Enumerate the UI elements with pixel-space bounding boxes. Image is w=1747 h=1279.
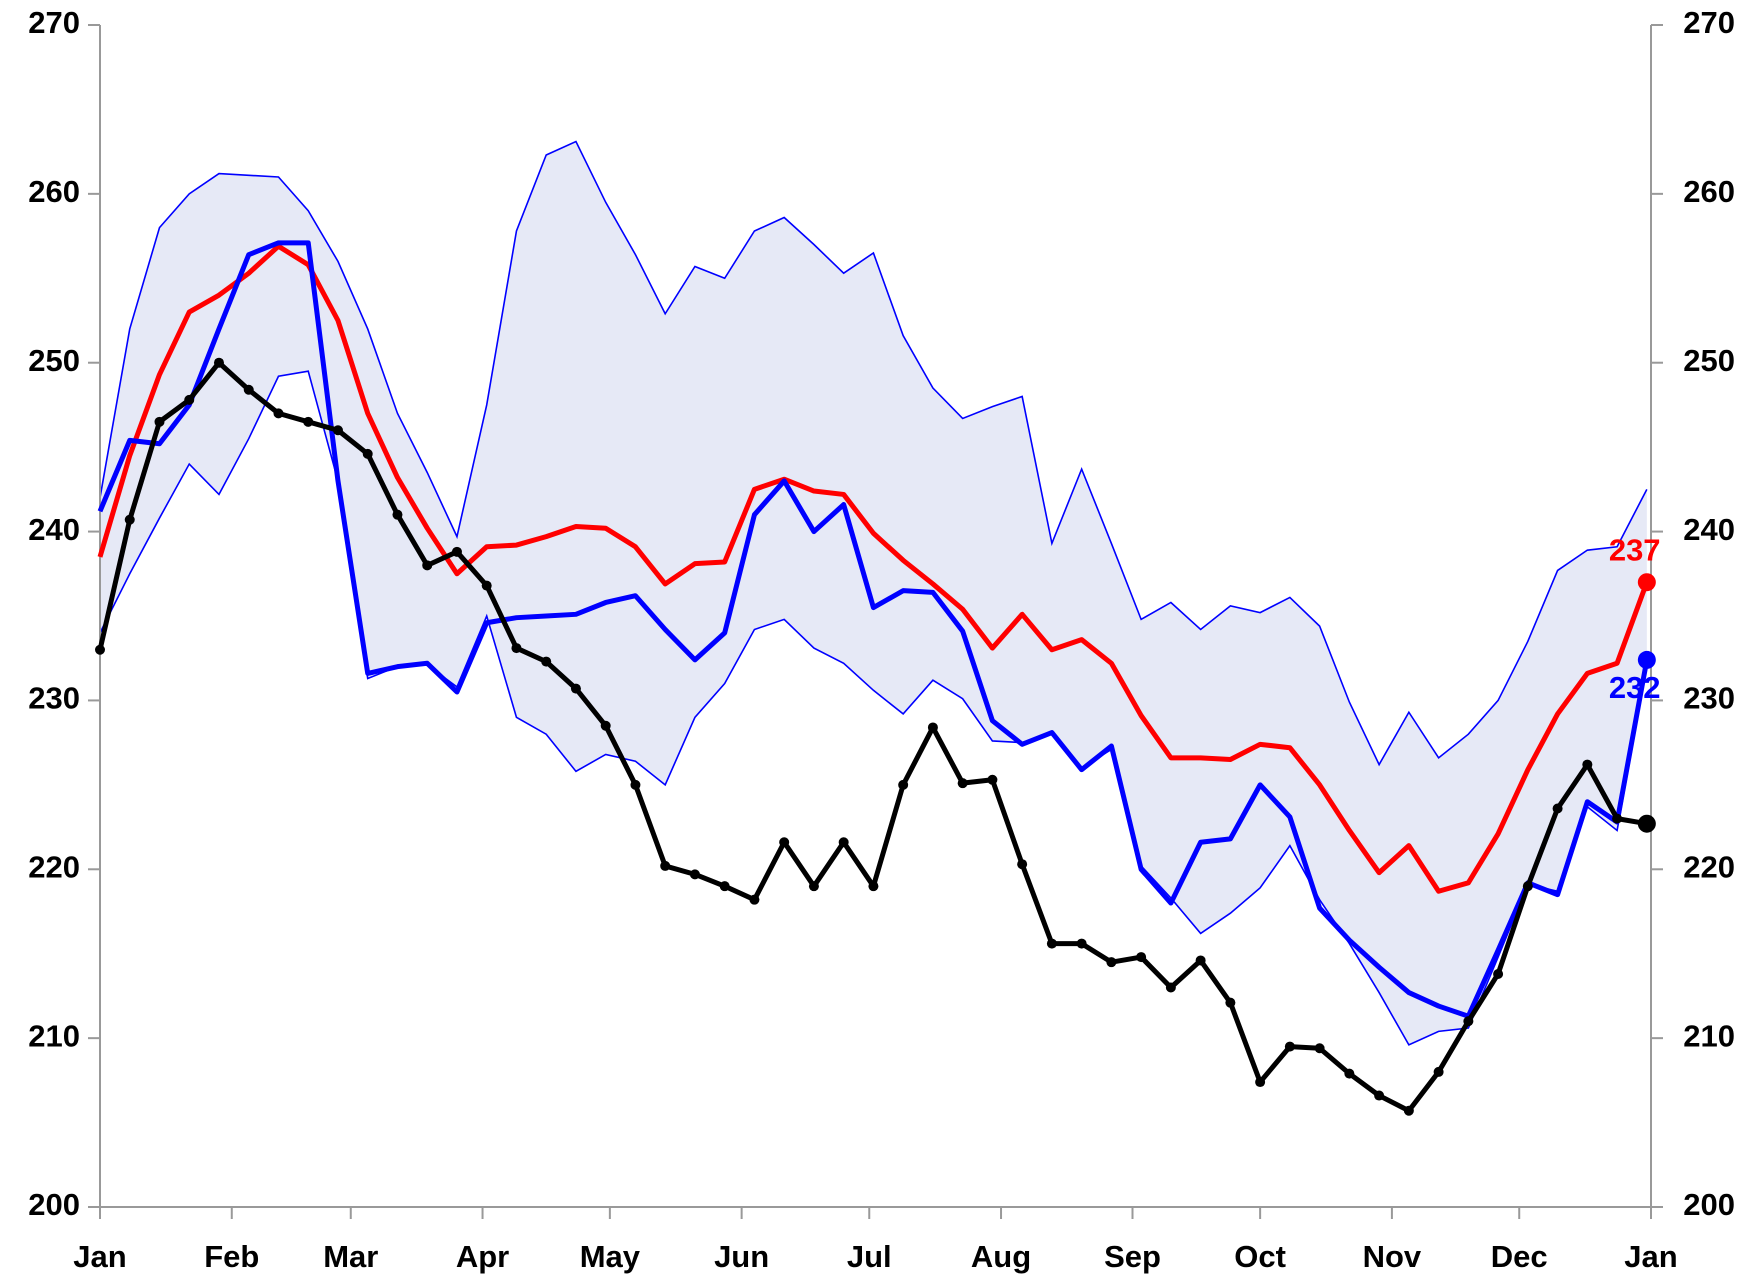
point	[1314, 1043, 1325, 1054]
x-tick-label: Jul	[847, 1239, 892, 1274]
end-point	[1637, 573, 1656, 592]
y-tick-label: 210	[28, 1018, 80, 1053]
point	[1284, 1041, 1295, 1052]
point	[1225, 997, 1236, 1008]
point	[1403, 1105, 1414, 1116]
end-point	[1637, 814, 1656, 833]
value-label: 237	[1609, 532, 1661, 567]
point	[1076, 938, 1087, 949]
point	[332, 425, 343, 436]
x-tick-label: Aug	[971, 1239, 1031, 1274]
point	[243, 384, 254, 395]
point	[689, 869, 700, 880]
end-point	[1637, 650, 1656, 669]
y-tick-label: 260	[28, 174, 80, 209]
x-tick-label: Nov	[1363, 1239, 1422, 1274]
x-tick-label: Mar	[323, 1239, 378, 1274]
point	[1433, 1066, 1444, 1077]
x-tick-label: Jan	[1624, 1239, 1677, 1274]
point	[1522, 881, 1533, 892]
point	[660, 860, 671, 871]
point	[600, 720, 611, 731]
y-tick-label: 230	[28, 681, 80, 716]
point	[303, 416, 314, 427]
x-tick-label: Sep	[1104, 1239, 1161, 1274]
y-tick-label: 220	[28, 849, 80, 884]
y2-tick-label: 240	[1683, 512, 1735, 547]
point	[719, 881, 730, 892]
point	[451, 546, 462, 557]
point	[481, 580, 492, 591]
y2-tick-label: 250	[1683, 343, 1735, 378]
y2-tick-label: 220	[1683, 849, 1735, 884]
point	[570, 683, 581, 694]
point	[898, 779, 909, 790]
point	[838, 837, 849, 848]
point	[184, 394, 195, 405]
value-label: 232	[1609, 670, 1661, 705]
point	[511, 643, 522, 654]
point	[1165, 982, 1176, 993]
point	[422, 560, 433, 571]
point	[1493, 968, 1504, 979]
y2-tick-label: 200	[1683, 1187, 1735, 1222]
point	[1463, 1016, 1474, 1027]
band-area	[100, 141, 1647, 1045]
point	[1255, 1077, 1266, 1088]
band-upper	[99, 140, 1648, 767]
x-tick-label: Dec	[1491, 1239, 1548, 1274]
y-tick-label: 250	[28, 343, 80, 378]
y2-tick-label: 210	[1683, 1018, 1735, 1053]
point	[749, 894, 760, 905]
point	[868, 881, 879, 892]
point	[541, 656, 552, 667]
y-tick-label: 240	[28, 512, 80, 547]
line	[97, 240, 1650, 1019]
point	[1552, 803, 1563, 814]
point	[630, 779, 641, 790]
point	[779, 837, 790, 848]
x-tick-label: May	[580, 1239, 641, 1274]
point	[273, 408, 284, 419]
point	[95, 644, 105, 655]
x-tick-label: Jan	[73, 1239, 126, 1274]
point	[1017, 859, 1028, 870]
point	[1195, 955, 1206, 966]
line	[97, 243, 1650, 894]
point	[1136, 952, 1147, 963]
x-tick-label: Oct	[1234, 1239, 1286, 1274]
y2-tick-label: 230	[1683, 681, 1735, 716]
point	[362, 448, 373, 459]
x-tick-label: Jun	[714, 1239, 769, 1274]
point	[1374, 1090, 1385, 1101]
point	[987, 774, 998, 785]
point	[1106, 957, 1117, 968]
y2-tick-label: 260	[1683, 174, 1735, 209]
x-tick-label: Feb	[204, 1239, 259, 1274]
point	[1582, 759, 1593, 770]
point	[213, 357, 224, 368]
x-tick-label: Apr	[456, 1239, 509, 1274]
point	[392, 509, 403, 520]
point	[927, 722, 938, 733]
point	[1344, 1068, 1355, 1079]
point	[957, 778, 968, 789]
y-tick-label: 200	[28, 1187, 80, 1222]
point	[1612, 813, 1623, 824]
y2-tick-label: 270	[1683, 5, 1735, 40]
point	[154, 416, 165, 427]
y-tick-label: 270	[28, 5, 80, 40]
point	[1046, 938, 1057, 949]
point	[124, 514, 135, 525]
point	[808, 881, 819, 892]
